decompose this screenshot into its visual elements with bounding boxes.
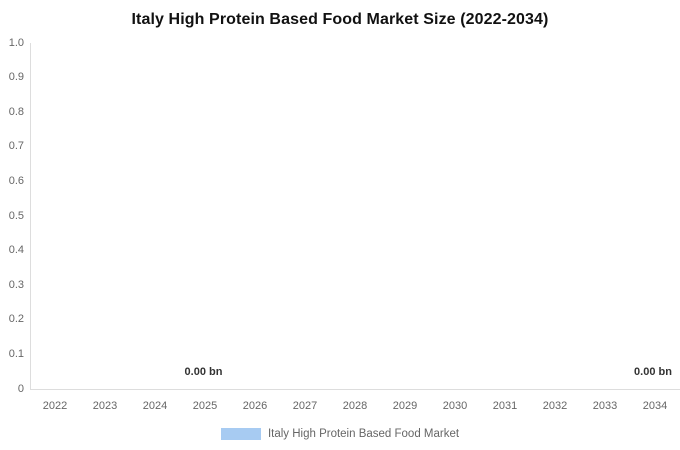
x-tick-label: 2022 — [42, 400, 68, 412]
y-tick-label: 0 — [17, 382, 24, 395]
y-tick-label: 0.5 — [8, 209, 24, 222]
legend-swatch — [220, 428, 261, 440]
x-tick-label: 2033 — [592, 400, 618, 412]
legend-label: Italy High Protein Based Food Market — [267, 428, 460, 440]
x-tick-label: 2023 — [92, 400, 118, 412]
y-tick-label: 0.9 — [8, 71, 24, 84]
x-tick-label: 2024 — [142, 400, 168, 412]
x-tick-label: 2034 — [642, 400, 668, 412]
x-tick-label: 2031 — [492, 400, 518, 412]
y-tick-label: 0.8 — [8, 105, 24, 118]
legend-item[interactable]: Italy High Protein Based Food Market — [0, 424, 680, 444]
y-tick-label: 0.1 — [8, 347, 24, 360]
y-tick-label: 0.7 — [8, 140, 24, 153]
x-axis-line — [30, 389, 680, 390]
chart-title: Italy High Protein Based Food Market Siz… — [131, 11, 549, 28]
data-label: 0.00 bn — [184, 366, 223, 378]
y-tick-label: 0.2 — [8, 313, 24, 326]
y-tick-label: 1.0 — [8, 36, 24, 49]
y-tick-label: 0.6 — [8, 174, 24, 187]
x-tick-label: 2032 — [542, 400, 568, 412]
x-tick-label: 2025 — [192, 400, 218, 412]
x-tick-label: 2029 — [392, 400, 418, 412]
y-tick-label: 0.3 — [8, 278, 24, 291]
x-tick-label: 2026 — [242, 400, 268, 412]
x-tick-label: 2028 — [342, 400, 368, 412]
y-axis-line — [30, 43, 31, 389]
x-tick-label: 2030 — [442, 400, 468, 412]
data-label: 0.00 bn — [634, 366, 672, 378]
x-tick-label: 2027 — [292, 400, 318, 412]
y-tick-label: 0.4 — [8, 244, 24, 257]
